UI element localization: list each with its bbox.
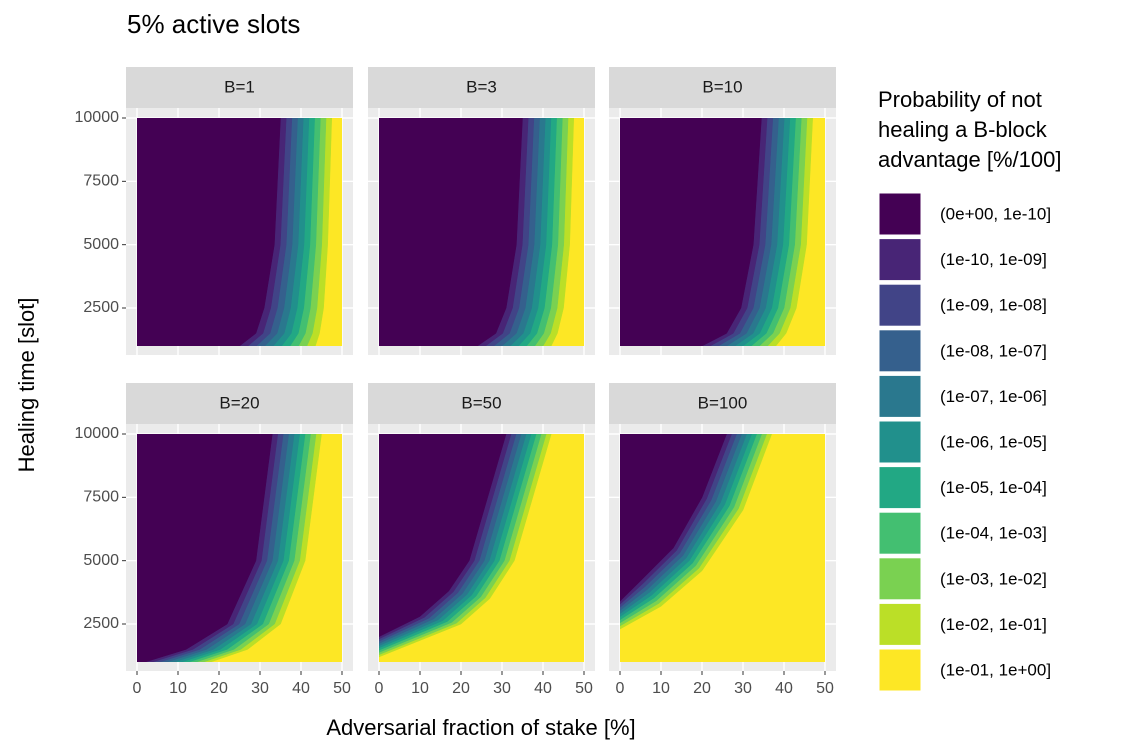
strip-label: B=1 [224, 77, 255, 96]
strip-label: B=10 [702, 77, 742, 96]
legend-label: (1e-09, 1e-08] [940, 296, 1047, 315]
y-tick-label: 2500 [83, 615, 119, 632]
contour-panel [620, 118, 825, 346]
x-tick-label: 50 [333, 680, 351, 697]
strip [609, 67, 836, 108]
strip-label: B=50 [461, 393, 501, 412]
y-tick-label: 5000 [83, 552, 119, 569]
legend-label: (1e-01, 1e+00] [940, 660, 1051, 679]
x-tick-label: 50 [816, 680, 834, 697]
contour-panel [137, 434, 342, 662]
y-tick-label: 7500 [83, 173, 119, 190]
x-tick-label: 40 [534, 680, 552, 697]
legend-key [878, 238, 922, 282]
x-tick-label: 50 [575, 680, 593, 697]
contour-band [137, 118, 281, 346]
contour-panel [137, 118, 342, 346]
legend-key [878, 192, 922, 236]
strip [368, 383, 595, 424]
x-tick-label: 30 [734, 680, 752, 697]
legend-label: (1e-02, 1e-01] [940, 615, 1047, 634]
legend-label: (1e-04, 1e-03] [940, 524, 1047, 543]
y-tick-label: 10000 [75, 109, 120, 126]
x-tick-label: 20 [210, 680, 228, 697]
strip [368, 67, 595, 108]
legend-label: (1e-08, 1e-07] [940, 341, 1047, 360]
x-tick-label: 40 [775, 680, 793, 697]
strip-label: B=3 [466, 77, 497, 96]
strip [609, 383, 836, 424]
chart-title: 5% active slots [127, 9, 300, 39]
legend-label: (1e-10, 1e-09] [940, 250, 1047, 269]
contour-band [379, 434, 507, 637]
strip [126, 67, 353, 108]
y-tick-label: 2500 [83, 299, 119, 316]
x-tick-label: 0 [375, 680, 384, 697]
x-tick-label: 30 [251, 680, 269, 697]
x-tick-label: 40 [292, 680, 310, 697]
x-tick-label: 0 [616, 680, 625, 697]
legend-key [878, 420, 922, 464]
contour-band [137, 434, 273, 662]
x-tick-label: 10 [652, 680, 670, 697]
strip-label: B=20 [219, 393, 259, 412]
x-axis-title: Adversarial fraction of stake [%] [326, 715, 635, 740]
y-tick-label: 5000 [83, 236, 119, 253]
legend-key [878, 511, 922, 555]
y-tick-label: 7500 [83, 489, 119, 506]
y-tick-label: 10000 [75, 425, 120, 442]
x-tick-label: 20 [693, 680, 711, 697]
legend-title: healing a B-block [878, 117, 1048, 142]
contour-panel [379, 118, 584, 346]
x-tick-label: 10 [411, 680, 429, 697]
legend-key [878, 374, 922, 418]
y-axis-title: Healing time [slot] [14, 298, 39, 473]
legend-title: Probability of not [878, 87, 1042, 112]
legend-label: (1e-06, 1e-05] [940, 432, 1047, 451]
x-tick-label: 10 [169, 680, 187, 697]
contour-panel [620, 434, 825, 662]
legend-title: advantage [%/100] [878, 147, 1061, 172]
legend-key [878, 329, 922, 373]
legend-label: (0e+00, 1e-10] [940, 204, 1051, 223]
legend-key [878, 466, 922, 510]
legend-label: (1e-07, 1e-06] [940, 387, 1047, 406]
contour-band [620, 118, 762, 346]
contour-band [379, 118, 523, 346]
legend-label: (1e-03, 1e-02] [940, 569, 1047, 588]
strip-label: B=100 [698, 393, 748, 412]
contour-band [620, 434, 727, 602]
legend-key [878, 602, 922, 646]
x-tick-label: 20 [452, 680, 470, 697]
contour-panel [379, 434, 584, 662]
legend-key [878, 648, 922, 692]
legend-key [878, 557, 922, 601]
x-tick-label: 0 [133, 680, 142, 697]
x-tick-label: 30 [493, 680, 511, 697]
strip [126, 383, 353, 424]
legend-label: (1e-05, 1e-04] [940, 478, 1047, 497]
legend-key [878, 283, 922, 327]
